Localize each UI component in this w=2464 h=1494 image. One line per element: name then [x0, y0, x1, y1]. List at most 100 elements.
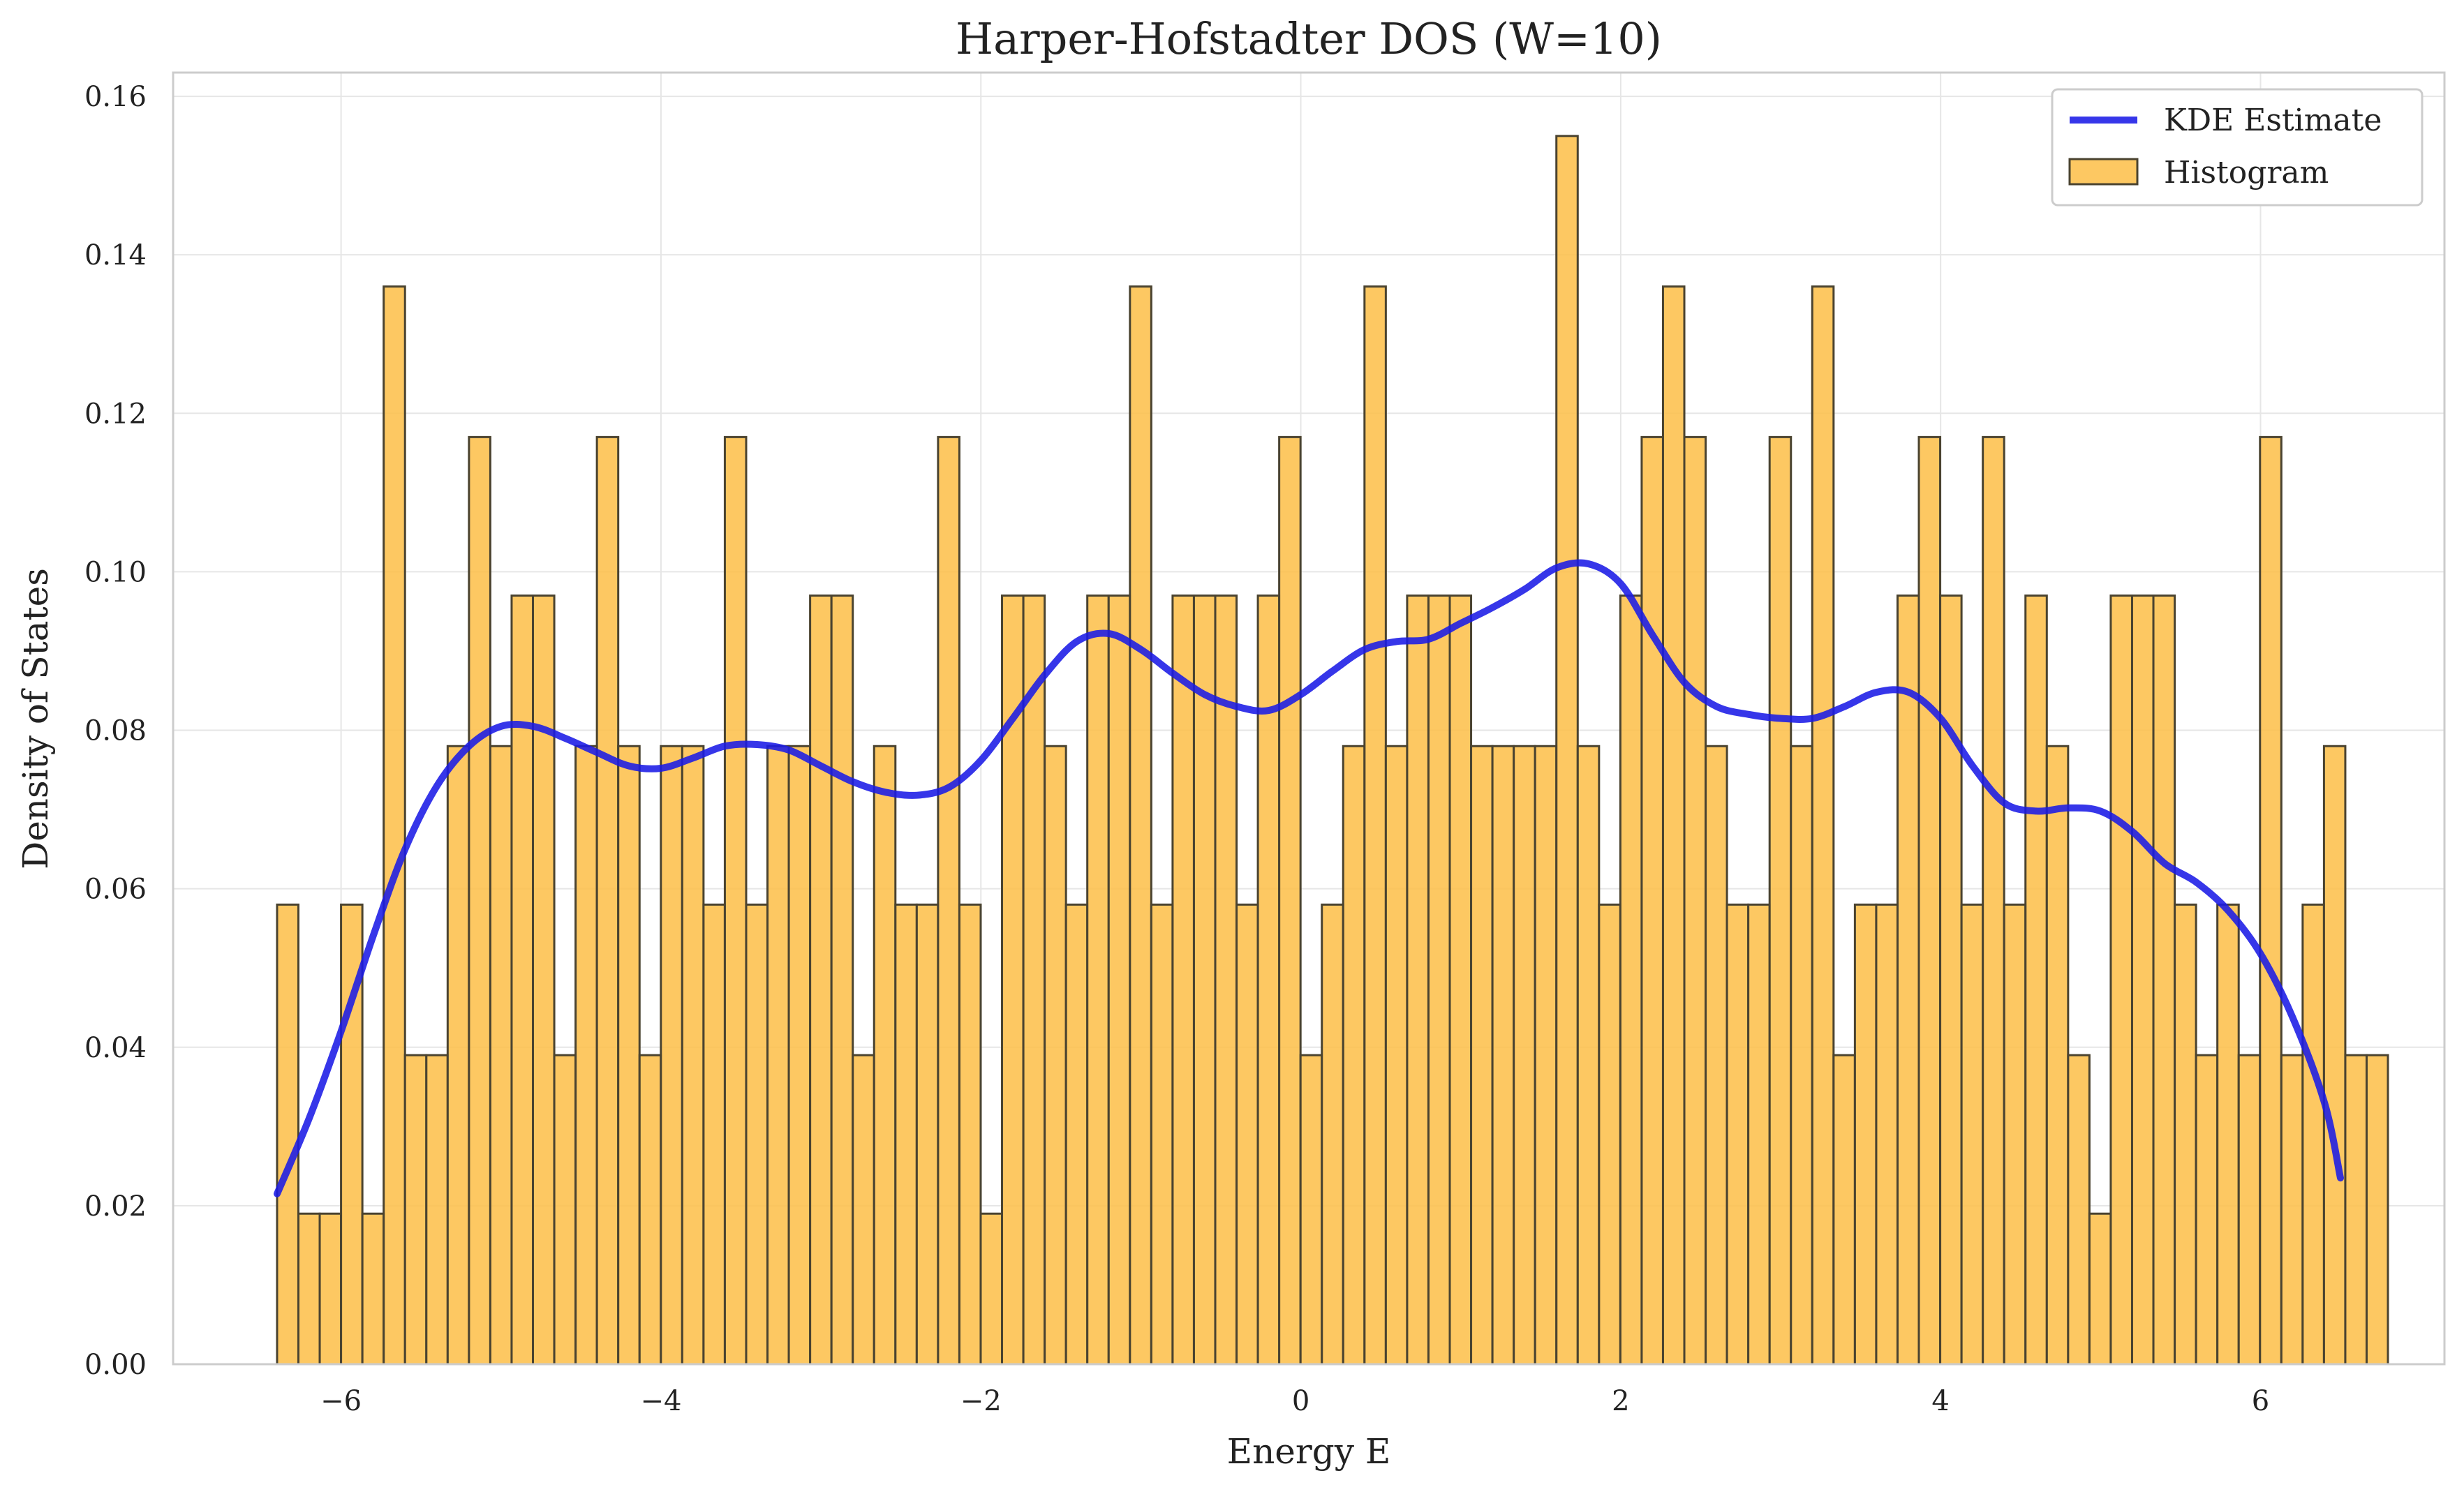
histogram-bar: [2280, 1054, 2304, 1366]
histogram-bar: [809, 594, 833, 1366]
histogram-bar: [1214, 594, 1238, 1366]
histogram-bar: [1022, 594, 1046, 1366]
histogram-bar: [1747, 903, 1771, 1366]
histogram-bar: [1107, 594, 1131, 1366]
x-axis-label: Energy E: [1227, 1431, 1391, 1472]
histogram-bar: [1192, 594, 1217, 1366]
histogram-bar: [1044, 745, 1067, 1366]
y-tick-label: 0.10: [84, 556, 147, 588]
histogram-bar: [2174, 903, 2197, 1366]
histogram-bar: [2344, 1054, 2368, 1366]
histogram-bar: [1513, 745, 1536, 1366]
histogram-bar: [745, 903, 769, 1366]
histogram-bar: [1576, 745, 1601, 1366]
y-tick-label: 0.08: [84, 715, 147, 747]
histogram-bar: [1150, 903, 1174, 1366]
histogram-bar: [1683, 435, 1707, 1366]
x-tick-label: 0: [1292, 1385, 1309, 1417]
histogram-bar: [1171, 594, 1195, 1366]
histogram-bar: [2301, 903, 2325, 1366]
histogram-bar: [2322, 745, 2347, 1366]
histogram-bar: [1384, 745, 1409, 1366]
histogram-bar: [1491, 745, 1515, 1366]
histogram-bar: [1321, 903, 1344, 1366]
histogram-bar: [2024, 594, 2048, 1366]
y-tick-label: 0.02: [84, 1190, 147, 1223]
x-tick-label: −2: [960, 1385, 1002, 1417]
histogram-bar: [1768, 435, 1793, 1366]
histogram-bar: [1363, 285, 1387, 1366]
histogram-bar: [1960, 903, 1984, 1366]
histogram-bar: [1555, 135, 1579, 1366]
histogram-bar: [361, 1212, 385, 1366]
histogram-bar: [1235, 903, 1259, 1366]
histogram-bar: [766, 745, 790, 1366]
histogram-bar: [1534, 745, 1558, 1366]
histogram-bar: [574, 745, 598, 1366]
histogram-bar: [1875, 903, 1899, 1366]
histogram-bars: [276, 135, 2389, 1366]
y-tick-label: 0.16: [84, 81, 147, 113]
histogram-bar: [425, 1054, 449, 1366]
histogram-bar: [873, 745, 897, 1366]
histogram-bar: [894, 903, 918, 1366]
y-tick-label: 0.00: [84, 1349, 147, 1381]
histogram-bar: [979, 1212, 1004, 1366]
y-tick-label: 0.04: [84, 1032, 147, 1064]
histogram-bar: [2365, 1054, 2389, 1366]
chart-title: Harper-Hofstadter DOS (W=10): [956, 13, 1662, 64]
histogram-bar: [1278, 435, 1302, 1366]
histogram-bar: [723, 435, 748, 1366]
histogram-bar: [446, 745, 470, 1366]
histogram-bar: [830, 594, 854, 1366]
histogram-bar: [787, 745, 812, 1366]
histogram-bar: [1640, 435, 1664, 1366]
histogram-bar: [510, 594, 535, 1366]
y-tick-labels: 0.00 0.02 0.04 0.06 0.08 0.10 0.12 0.14 0.16: [84, 81, 147, 1381]
histogram-bar: [1725, 903, 1750, 1366]
histogram-bar: [937, 435, 960, 1366]
histogram-bar: [852, 1054, 875, 1366]
x-tick-labels: −6 −4 −2 0 2 4 6: [320, 1385, 2269, 1417]
histogram-bar: [2195, 1054, 2219, 1366]
legend-histogram-label: Histogram: [2164, 155, 2329, 191]
histogram-bar: [617, 745, 641, 1366]
histogram-bar: [1299, 1054, 1323, 1366]
kde-line: [274, 559, 2344, 1197]
x-tick-label: −6: [320, 1385, 362, 1417]
histogram-bar: [2259, 435, 2283, 1366]
histogram-bar: [468, 435, 491, 1366]
histogram-bar: [1256, 594, 1281, 1366]
histogram-bar: [1086, 594, 1110, 1366]
legend: KDE Estimate Histogram: [2051, 88, 2424, 207]
histogram-bar: [2088, 1212, 2112, 1366]
histogram-bar: [1406, 594, 1430, 1366]
histogram-bar: [2109, 594, 2133, 1366]
histogram-bar: [318, 1212, 343, 1366]
histogram-bar: [1896, 594, 1920, 1366]
histogram-bar: [1705, 745, 1728, 1366]
histogram-bar: [958, 903, 982, 1366]
histogram-bar: [1790, 745, 1813, 1366]
histogram-bar: [1619, 594, 1643, 1366]
legend-box: [2051, 88, 2424, 207]
histogram-bar: [489, 745, 513, 1366]
histogram-bar: [1811, 285, 1835, 1366]
histogram-bar: [340, 903, 364, 1366]
histogram-bar: [2130, 594, 2155, 1366]
y-tick-label: 0.06: [84, 874, 147, 906]
histogram-bar: [276, 903, 299, 1366]
histogram-bar: [681, 745, 705, 1366]
histogram-bar: [702, 903, 726, 1366]
histogram-bar: [1598, 903, 1621, 1366]
histogram-bar: [1939, 594, 1963, 1366]
x-tick-label: 4: [1931, 1385, 1949, 1417]
histogram-bar: [2003, 903, 2027, 1366]
histogram-bar: [1427, 594, 1451, 1366]
histogram-bar: [1982, 435, 2005, 1366]
histogram-bar: [403, 1054, 428, 1366]
histogram-bar: [1342, 745, 1366, 1366]
histogram-bar: [638, 1054, 662, 1366]
histogram-bar: [553, 1054, 577, 1366]
